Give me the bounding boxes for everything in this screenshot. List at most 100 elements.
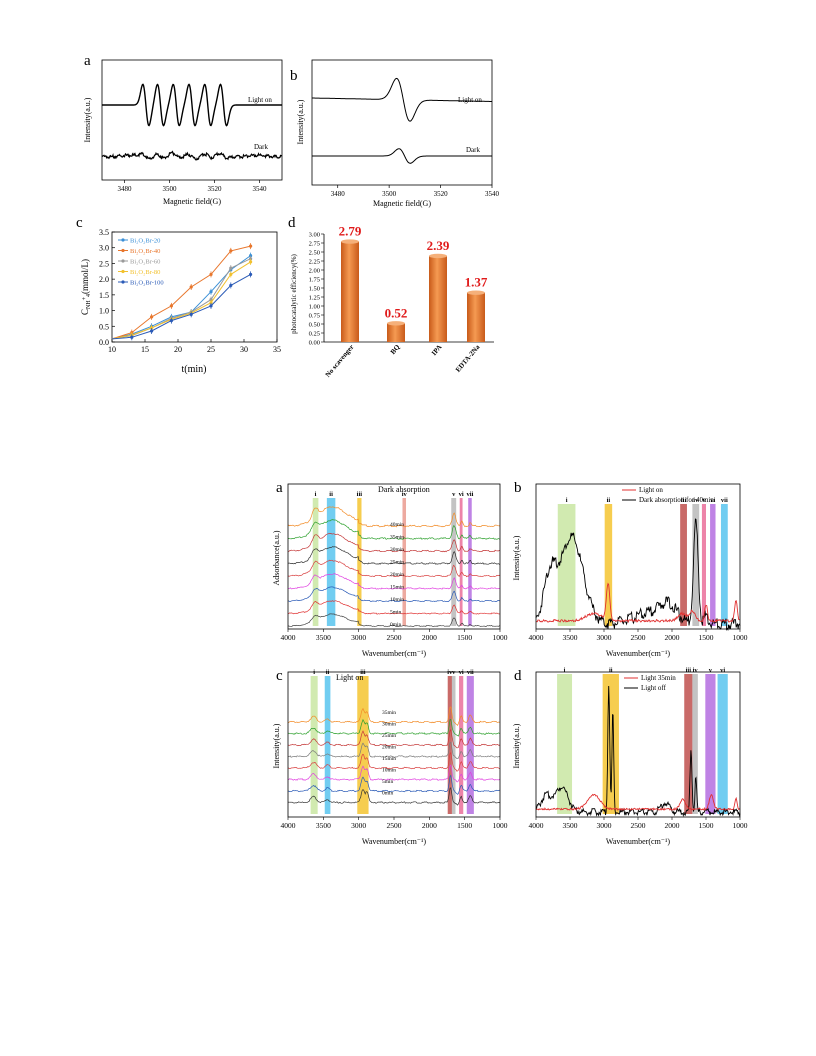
x-axis-title: Magnetic field(G) <box>373 199 431 208</box>
legend-marker <box>121 280 125 284</box>
y-tick-label: 2.5 <box>99 259 109 268</box>
band-label: vii <box>467 491 474 498</box>
x-tick-label: 3500 <box>563 821 578 830</box>
panel-label: d <box>288 215 296 231</box>
y-axis-title: Intensity(a.u.) <box>296 99 305 144</box>
y-tick-label: 2.75 <box>309 241 320 248</box>
band-label: vi <box>459 491 464 498</box>
band-iii <box>357 498 362 626</box>
y-tick-label: 2.25 <box>309 259 320 266</box>
legend-marker <box>121 269 125 274</box>
x-tick-label: 4000 <box>529 633 544 642</box>
series-line-light-35min <box>535 793 741 811</box>
y-tick-label: 0.00 <box>309 340 320 347</box>
band-i <box>557 504 576 626</box>
y-tick-label: 2.00 <box>309 268 320 275</box>
category-label: BQ <box>389 343 402 356</box>
series-line-4 <box>111 273 251 340</box>
spectrum-line <box>287 506 501 528</box>
y-tick-label: 0.5 <box>99 322 109 331</box>
figure-1c: c 10 15 20 25 30 35 0.0 0.5 1.0 1.5 2.0 2.5 3.0 3.5 B… <box>72 212 284 380</box>
band-label: iii <box>686 667 692 674</box>
band-vi <box>459 676 464 814</box>
y-axis-title: Intensity(a.u.) <box>512 723 521 768</box>
band-ii <box>324 676 331 814</box>
legend-marker <box>121 259 125 263</box>
y-tick-label: 3.00 <box>309 232 320 239</box>
legend-label-light-off: Light off <box>641 684 667 692</box>
category-label: EDTA-2Na <box>454 343 482 374</box>
band-label: vii <box>467 669 474 676</box>
legend-label: Bi₂O₂Br-40 <box>130 248 160 255</box>
time-label: 35min <box>390 535 404 541</box>
band-label: v <box>702 497 706 504</box>
series-line-1 <box>111 245 251 340</box>
series-line-light-off <box>535 685 741 818</box>
bar-2 <box>429 255 447 342</box>
time-label: 20min <box>382 745 396 751</box>
band-label: v <box>452 491 456 498</box>
x-tick-label: 4000 <box>281 821 296 830</box>
x-tick-label: 2000 <box>665 821 680 830</box>
x-tick-label: 1000 <box>733 633 748 642</box>
y-tick-label: 0.25 <box>309 331 320 338</box>
x-tick-label: 3000 <box>351 821 366 830</box>
figure-2c: c i ii iii iv v vi vii 35min 30min 25min 20min 15m… <box>270 664 508 852</box>
annotation: Dark absorption <box>378 485 430 494</box>
x-tick-label: 25 <box>207 345 215 354</box>
band-iv <box>692 504 700 626</box>
time-label: 0min <box>382 791 394 797</box>
figure-2b: b i ii iii iv v vi vii 4000 3500 3000 2500 2000 150… <box>508 476 748 664</box>
x-tick-label: 35 <box>273 345 281 354</box>
legend-label: Bi₂O₂Br-80 <box>130 269 160 276</box>
x-tick-label: 3000 <box>351 633 366 642</box>
bar-1 <box>387 323 405 342</box>
x-tick-label: 1500 <box>457 821 472 830</box>
series-line-light-on <box>312 77 492 122</box>
value-label: 1.37 <box>465 275 488 290</box>
time-label: 10min <box>382 768 396 774</box>
plot-frame <box>101 59 283 181</box>
band-v <box>701 504 706 626</box>
x-axis-title: Magnetic field(G) <box>163 197 221 206</box>
band-iv <box>402 498 407 626</box>
panel-label: b <box>514 480 522 496</box>
band-vii <box>468 498 472 626</box>
band-label: iv <box>693 497 699 504</box>
time-label: 20min <box>390 572 404 578</box>
y-tick-label: 1.50 <box>309 286 320 293</box>
time-label: 25min <box>382 733 396 739</box>
x-tick-label: 2500 <box>631 633 646 642</box>
legend-label: Bi₂O₂Br-60 <box>130 259 160 266</box>
band-label: ii <box>326 669 330 676</box>
series-line-light-on <box>535 582 741 624</box>
category-label: No scavenger <box>324 343 356 379</box>
x-tick-label: 3520 <box>434 190 449 198</box>
figure-1d: d 0.00 0.25 0.50 0.75 1.00 1.25 1.50 1.75 2.00 2.… <box>284 212 500 390</box>
series-line-3 <box>111 261 251 340</box>
band-label: v <box>709 667 713 674</box>
legend-label: Bi₂O₂Br-20 <box>130 238 160 245</box>
x-tick-label: 2500 <box>387 821 402 830</box>
y-tick-label: 0.50 <box>309 322 320 329</box>
x-tick-label: 4000 <box>529 821 544 830</box>
time-label: 5min <box>390 610 402 616</box>
time-label: 15min <box>382 756 396 762</box>
x-axis-title: Wavenumber(cm⁻¹) <box>606 837 671 846</box>
time-label: 25min <box>390 560 404 566</box>
figure-2d: d i ii iii iv v vi 4000 3500 3000 2500 2000 1500 10… <box>508 664 748 852</box>
band-label: vi <box>720 667 725 674</box>
epr-chart-b: b 3480 3500 3520 3540 Light on Dark Magneti… <box>290 59 500 208</box>
band-vi <box>459 498 463 626</box>
band-label: vi <box>459 669 464 676</box>
x-tick-label: 1000 <box>493 633 508 642</box>
band-ii <box>604 504 613 626</box>
spectrum-line <box>288 706 501 727</box>
x-tick-label: 10 <box>108 345 116 354</box>
x-axis-title: Wavenumber(cm⁻¹) <box>606 649 671 658</box>
band-label: i <box>564 667 566 674</box>
time-label: 5min <box>382 779 394 785</box>
figure-2a: a i ii iii iv v vi vii 40min 35min 30min 25min 20m… <box>270 476 508 664</box>
bar-cap <box>387 321 405 326</box>
spectrum-line <box>288 600 501 615</box>
